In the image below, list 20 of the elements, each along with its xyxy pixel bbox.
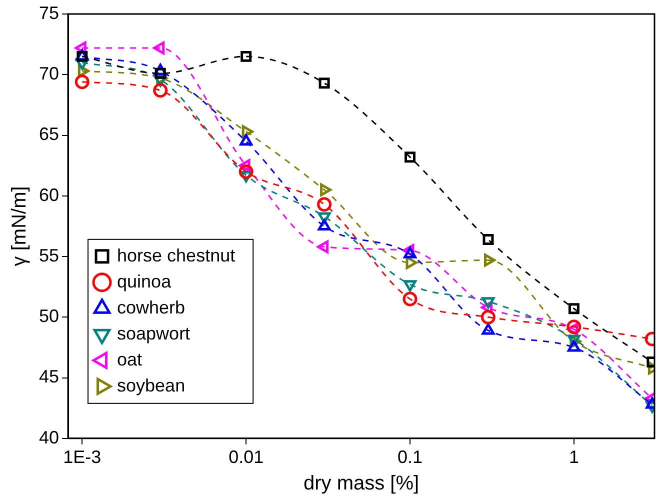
legend-label: cowherb <box>117 297 186 318</box>
legend-label: soapwort <box>117 323 190 344</box>
legend-label: quinoa <box>117 271 172 292</box>
y-tick-label: 40 <box>38 427 60 448</box>
y-axis-title: γ [mN/m] <box>8 186 31 266</box>
y-tick-label: 70 <box>38 64 60 84</box>
legend-label: soybean <box>117 375 186 396</box>
y-tick-label: 60 <box>38 184 60 205</box>
legend-label: oat <box>117 349 142 370</box>
x-tick-label: 1 <box>568 447 579 468</box>
y-tick-label: 65 <box>38 124 60 144</box>
x-tick-label: 0.1 <box>398 447 423 468</box>
y-tick-label: 45 <box>38 366 60 387</box>
x-tick-label: 1E-3 <box>63 447 102 468</box>
y-tick-label: 50 <box>38 306 60 326</box>
x-tick-label: 0.01 <box>228 447 264 468</box>
y-tick-label: 55 <box>38 245 60 266</box>
legend-label: horse chestnut <box>117 245 236 266</box>
y-tick-label: 75 <box>38 2 60 23</box>
x-axis-title: dry mass [%] <box>303 472 420 495</box>
